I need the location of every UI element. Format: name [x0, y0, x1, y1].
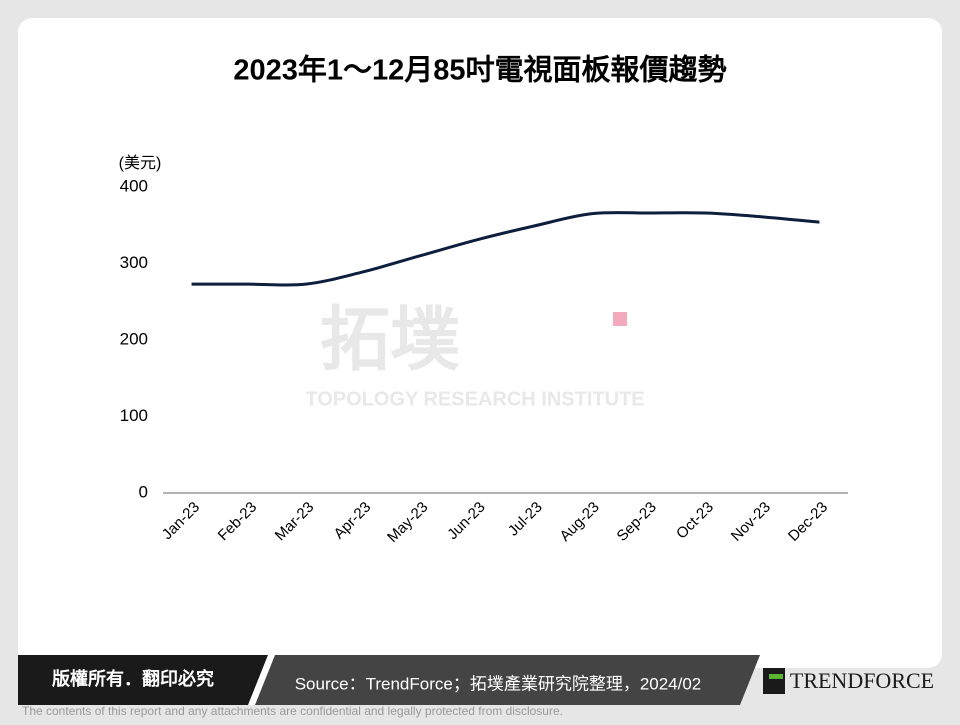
- watermark-dot: [613, 312, 627, 326]
- footer-left: [18, 655, 268, 705]
- source: Source：TrendForce；拓墣產業研究院整理，2024/02: [295, 674, 702, 693]
- disclaimer: The contents of this report and any atta…: [22, 704, 563, 718]
- y-tick-label: 400: [120, 176, 148, 195]
- y-tick-label: 200: [120, 329, 148, 348]
- footer-mid: [248, 655, 760, 705]
- y-tick-label: 100: [120, 406, 148, 425]
- logo-icon-bar: [769, 674, 783, 679]
- footer-divider: [248, 655, 275, 705]
- y-tick-label: 300: [120, 253, 148, 272]
- y-unit: (美元): [119, 154, 162, 172]
- logo-icon: [763, 668, 785, 694]
- line: [191, 211, 820, 287]
- copyright: 版權所有．翻印必究: [52, 668, 214, 689]
- logo: TRENDFORCE: [790, 668, 934, 693]
- card: [18, 18, 942, 668]
- chart-title: 2023年1～12月85吋電視面板報價趨勢: [233, 53, 726, 87]
- watermark: 拓墣: [320, 300, 460, 378]
- y-tick-label: 0: [139, 482, 148, 501]
- watermark-subtitle: TOPOLOGY RESEARCH INSTITUTE: [305, 388, 644, 410]
